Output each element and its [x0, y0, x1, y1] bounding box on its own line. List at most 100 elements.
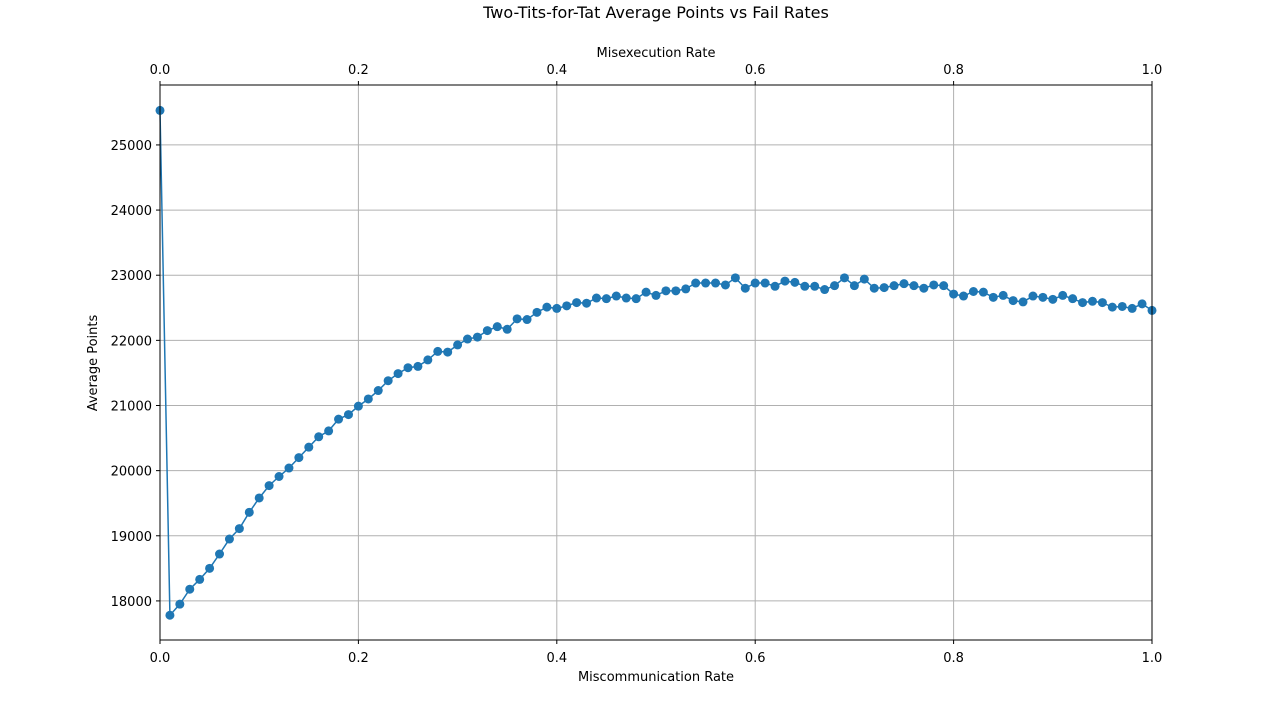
- data-point: [1107, 302, 1117, 312]
- data-point: [1038, 292, 1048, 302]
- data-point: [1068, 294, 1078, 304]
- data-point: [681, 284, 691, 294]
- x-tick-label: 0.4: [546, 651, 567, 666]
- data-point: [750, 278, 760, 288]
- data-point: [671, 286, 681, 296]
- data-point: [522, 315, 532, 325]
- data-point: [512, 314, 522, 324]
- data-point: [264, 481, 274, 491]
- data-point: [1097, 298, 1107, 308]
- data-point: [839, 273, 849, 283]
- data-point: [532, 307, 542, 317]
- data-point: [939, 281, 949, 291]
- data-point: [165, 610, 175, 620]
- data-point: [1137, 299, 1147, 309]
- data-point: [572, 298, 582, 308]
- data-point: [324, 426, 334, 436]
- data-point: [998, 290, 1008, 300]
- data-point: [284, 463, 294, 473]
- chart-title: Two-Tits-for-Tat Average Points vs Fail …: [482, 3, 829, 22]
- plot-frame: [159, 84, 1153, 641]
- top-x-tick-label: 0.2: [348, 63, 369, 78]
- axes: 0.0 0.2 0.4 0.6 0.8 1.0 0.0 0.2 0.4 0.6 0.8 1.0 1800…: [111, 63, 1163, 666]
- top-x-tick-label: 1.0: [1142, 63, 1163, 78]
- data-point: [314, 432, 324, 442]
- data-point: [185, 584, 195, 594]
- data-point: [195, 574, 205, 584]
- data-point: [701, 278, 711, 288]
- data-point: [611, 291, 621, 301]
- data-point: [810, 281, 820, 291]
- data-point: [472, 332, 482, 342]
- data-point: [254, 493, 264, 503]
- top-x-tick-label: 0.6: [745, 63, 766, 78]
- data-point: [582, 298, 592, 308]
- data-point: [740, 283, 750, 293]
- x-axis-label: Miscommunication Rate: [578, 670, 734, 685]
- data-point: [443, 347, 453, 357]
- data-point: [562, 301, 572, 311]
- y-tick-label: 24000: [111, 204, 152, 219]
- data-point: [691, 278, 701, 288]
- data-point: [869, 283, 879, 293]
- data-point: [879, 283, 889, 293]
- data-point: [383, 376, 393, 386]
- data-point: [1018, 297, 1028, 307]
- data-point: [909, 281, 919, 291]
- data-point: [720, 280, 730, 290]
- top-x-tick-label: 0.8: [943, 63, 964, 78]
- data-point: [334, 414, 344, 424]
- data-point: [770, 281, 780, 291]
- data-point: [1058, 290, 1068, 300]
- data-point: [393, 369, 403, 379]
- data-point: [552, 303, 562, 313]
- data-point: [800, 281, 810, 291]
- data-point: [1078, 298, 1088, 308]
- data-point: [968, 286, 978, 296]
- data-point: [661, 286, 671, 296]
- data-point: [453, 340, 463, 350]
- data-point: [730, 273, 740, 283]
- data-point: [1127, 303, 1137, 313]
- data-point: [224, 534, 234, 544]
- data-point: [641, 287, 651, 297]
- data-point: [760, 278, 770, 288]
- data-point: [1117, 301, 1127, 311]
- data-point: [343, 410, 353, 420]
- data-point: [889, 281, 899, 291]
- top-x-tick-label: 0.0: [150, 63, 171, 78]
- data-point: [849, 281, 859, 291]
- data-point: [542, 302, 552, 312]
- data-point: [1028, 291, 1038, 301]
- y-axis-label: Average Points: [86, 314, 101, 411]
- data-point: [205, 563, 215, 573]
- data-point: [433, 346, 443, 356]
- data-point: [601, 294, 611, 304]
- x-tick-label: 0.8: [943, 651, 964, 666]
- data-point: [790, 277, 800, 287]
- data-point: [353, 401, 363, 411]
- x-tick-label: 0.2: [348, 651, 369, 666]
- data-point: [1087, 296, 1097, 306]
- data-point: [363, 394, 373, 404]
- data-point: [502, 324, 512, 334]
- data-point: [1008, 296, 1018, 306]
- data-point: [413, 361, 423, 371]
- data-point: [294, 453, 304, 463]
- y-tick-label: 18000: [111, 595, 152, 610]
- data-point: [215, 549, 225, 559]
- x-tick-label: 0.6: [745, 651, 766, 666]
- data-point: [621, 293, 631, 303]
- data-point: [929, 280, 939, 290]
- data-point: [988, 292, 998, 302]
- data-point: [899, 279, 909, 289]
- data-point: [463, 334, 473, 344]
- y-tick-label: 21000: [111, 399, 152, 414]
- data-point: [373, 386, 383, 396]
- data-point: [711, 278, 721, 288]
- data-point: [492, 322, 502, 332]
- data-point: [1048, 294, 1058, 304]
- data-point: [591, 293, 601, 303]
